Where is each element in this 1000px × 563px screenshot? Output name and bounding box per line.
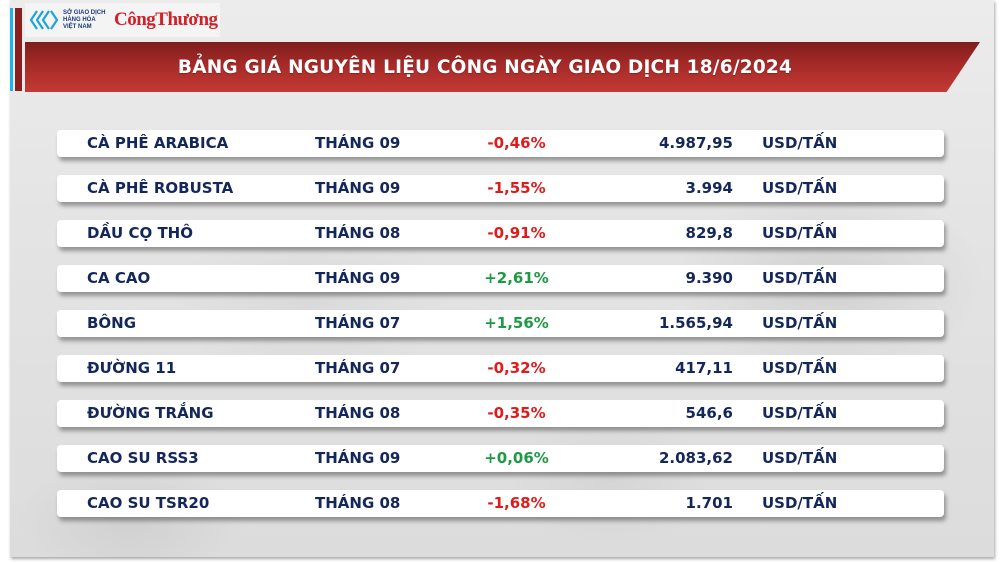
contract-month: THÁNG 08 [315,494,401,512]
price-unit: USD/TẤN [762,134,838,152]
price-value: 829,8 [685,224,733,242]
price-change: -0,35% [487,404,546,422]
price-change: -0,91% [487,224,546,242]
sgd-logo-icon [29,10,59,30]
commodity-name: CAO SU TSR20 [87,494,210,512]
table-row: CA CAO THÁNG 09 +2,61% 9.390 USD/TẤN [57,265,944,292]
commodity-name: BÔNG [87,314,137,332]
price-value: 4.987,95 [658,134,733,152]
contract-month: THÁNG 07 [315,314,401,332]
commodity-name: ĐƯỜNG TRẮNG [87,404,214,422]
price-change: -1,55% [487,179,546,197]
price-change: +1,56% [484,314,549,332]
contract-month: THÁNG 08 [315,224,401,242]
commodity-name: CÀ PHÊ ROBUSTA [87,179,234,197]
commodity-name: CA CAO [87,269,151,287]
price-value: 3.994 [685,179,733,197]
table-row: ĐƯỜNG TRẮNG THÁNG 08 -0,35% 546,6 USD/TẤ… [57,400,944,427]
price-unit: USD/TẤN [762,314,838,332]
price-value: 1.565,94 [658,314,733,332]
price-change: +2,61% [484,269,549,287]
commodity-name: DẦU CỌ THÔ [87,224,193,242]
price-unit: USD/TẤN [762,404,838,422]
table-row: BÔNG THÁNG 07 +1,56% 1.565,94 USD/TẤN [57,310,944,337]
accent-bar-cyan [10,8,13,91]
price-change: -0,32% [487,359,546,377]
price-unit: USD/TẤN [762,449,838,467]
table-row: DẦU CỌ THÔ THÁNG 08 -0,91% 829,8 USD/TẤN [57,220,944,247]
price-change: -1,68% [487,494,546,512]
contract-month: THÁNG 09 [315,269,401,287]
header-logos: SỞ GIAO DỊCH HÀNG HÓA VIỆT NAM CôngThươn… [25,3,220,37]
price-unit: USD/TẤN [762,359,838,377]
price-change: -0,46% [487,134,546,152]
sgd-line-2: HÀNG HÓA [63,16,96,23]
price-value: 9.390 [685,269,733,287]
price-value: 2.083,62 [658,449,733,467]
price-unit: USD/TẤN [762,224,838,242]
table-row: CÀ PHÊ ARABICA THÁNG 09 -0,46% 4.987,95 … [57,130,944,157]
commodity-name: CÀ PHÊ ARABICA [87,134,229,152]
contract-month: THÁNG 09 [315,134,401,152]
sgd-line-3: VIỆT NAM [63,23,92,30]
price-value: 546,6 [685,404,733,422]
table-row: CAO SU RSS3 THÁNG 09 +0,06% 2.083,62 USD… [57,445,944,472]
price-unit: USD/TẤN [762,179,838,197]
price-value: 1.701 [685,494,733,512]
price-value: 417,11 [675,359,733,377]
contract-month: THÁNG 09 [315,449,401,467]
sgd-line-1: SỞ GIAO DỊCH [63,9,106,16]
commodity-name: ĐƯỜNG 11 [87,359,177,377]
contract-month: THÁNG 08 [315,404,401,422]
page-title: BẢNG GIÁ NGUYÊN LIỆU CÔNG NGÀY GIAO DỊCH… [177,56,793,78]
contract-month: THÁNG 07 [315,359,401,377]
table-row: CÀ PHÊ ROBUSTA THÁNG 09 -1,55% 3.994 USD… [57,175,944,202]
table-row: ĐƯỜNG 11 THÁNG 07 -0,32% 417,11 USD/TẤN [57,355,944,382]
congthuong-logo: CôngThương [114,9,218,30]
price-unit: USD/TẤN [762,494,838,512]
table-row: CAO SU TSR20 THÁNG 08 -1,68% 1.701 USD/T… [57,490,944,517]
sgd-logo-text: SỞ GIAO DỊCH HÀNG HÓA VIỆT NAM [63,10,108,31]
price-unit: USD/TẤN [762,269,838,287]
commodity-name: CAO SU RSS3 [87,449,199,467]
title-banner: BẢNG GIÁ NGUYÊN LIỆU CÔNG NGÀY GIAO DỊCH… [25,42,980,92]
accent-bar-red [15,8,22,91]
price-change: +0,06% [484,449,549,467]
contract-month: THÁNG 09 [315,179,401,197]
